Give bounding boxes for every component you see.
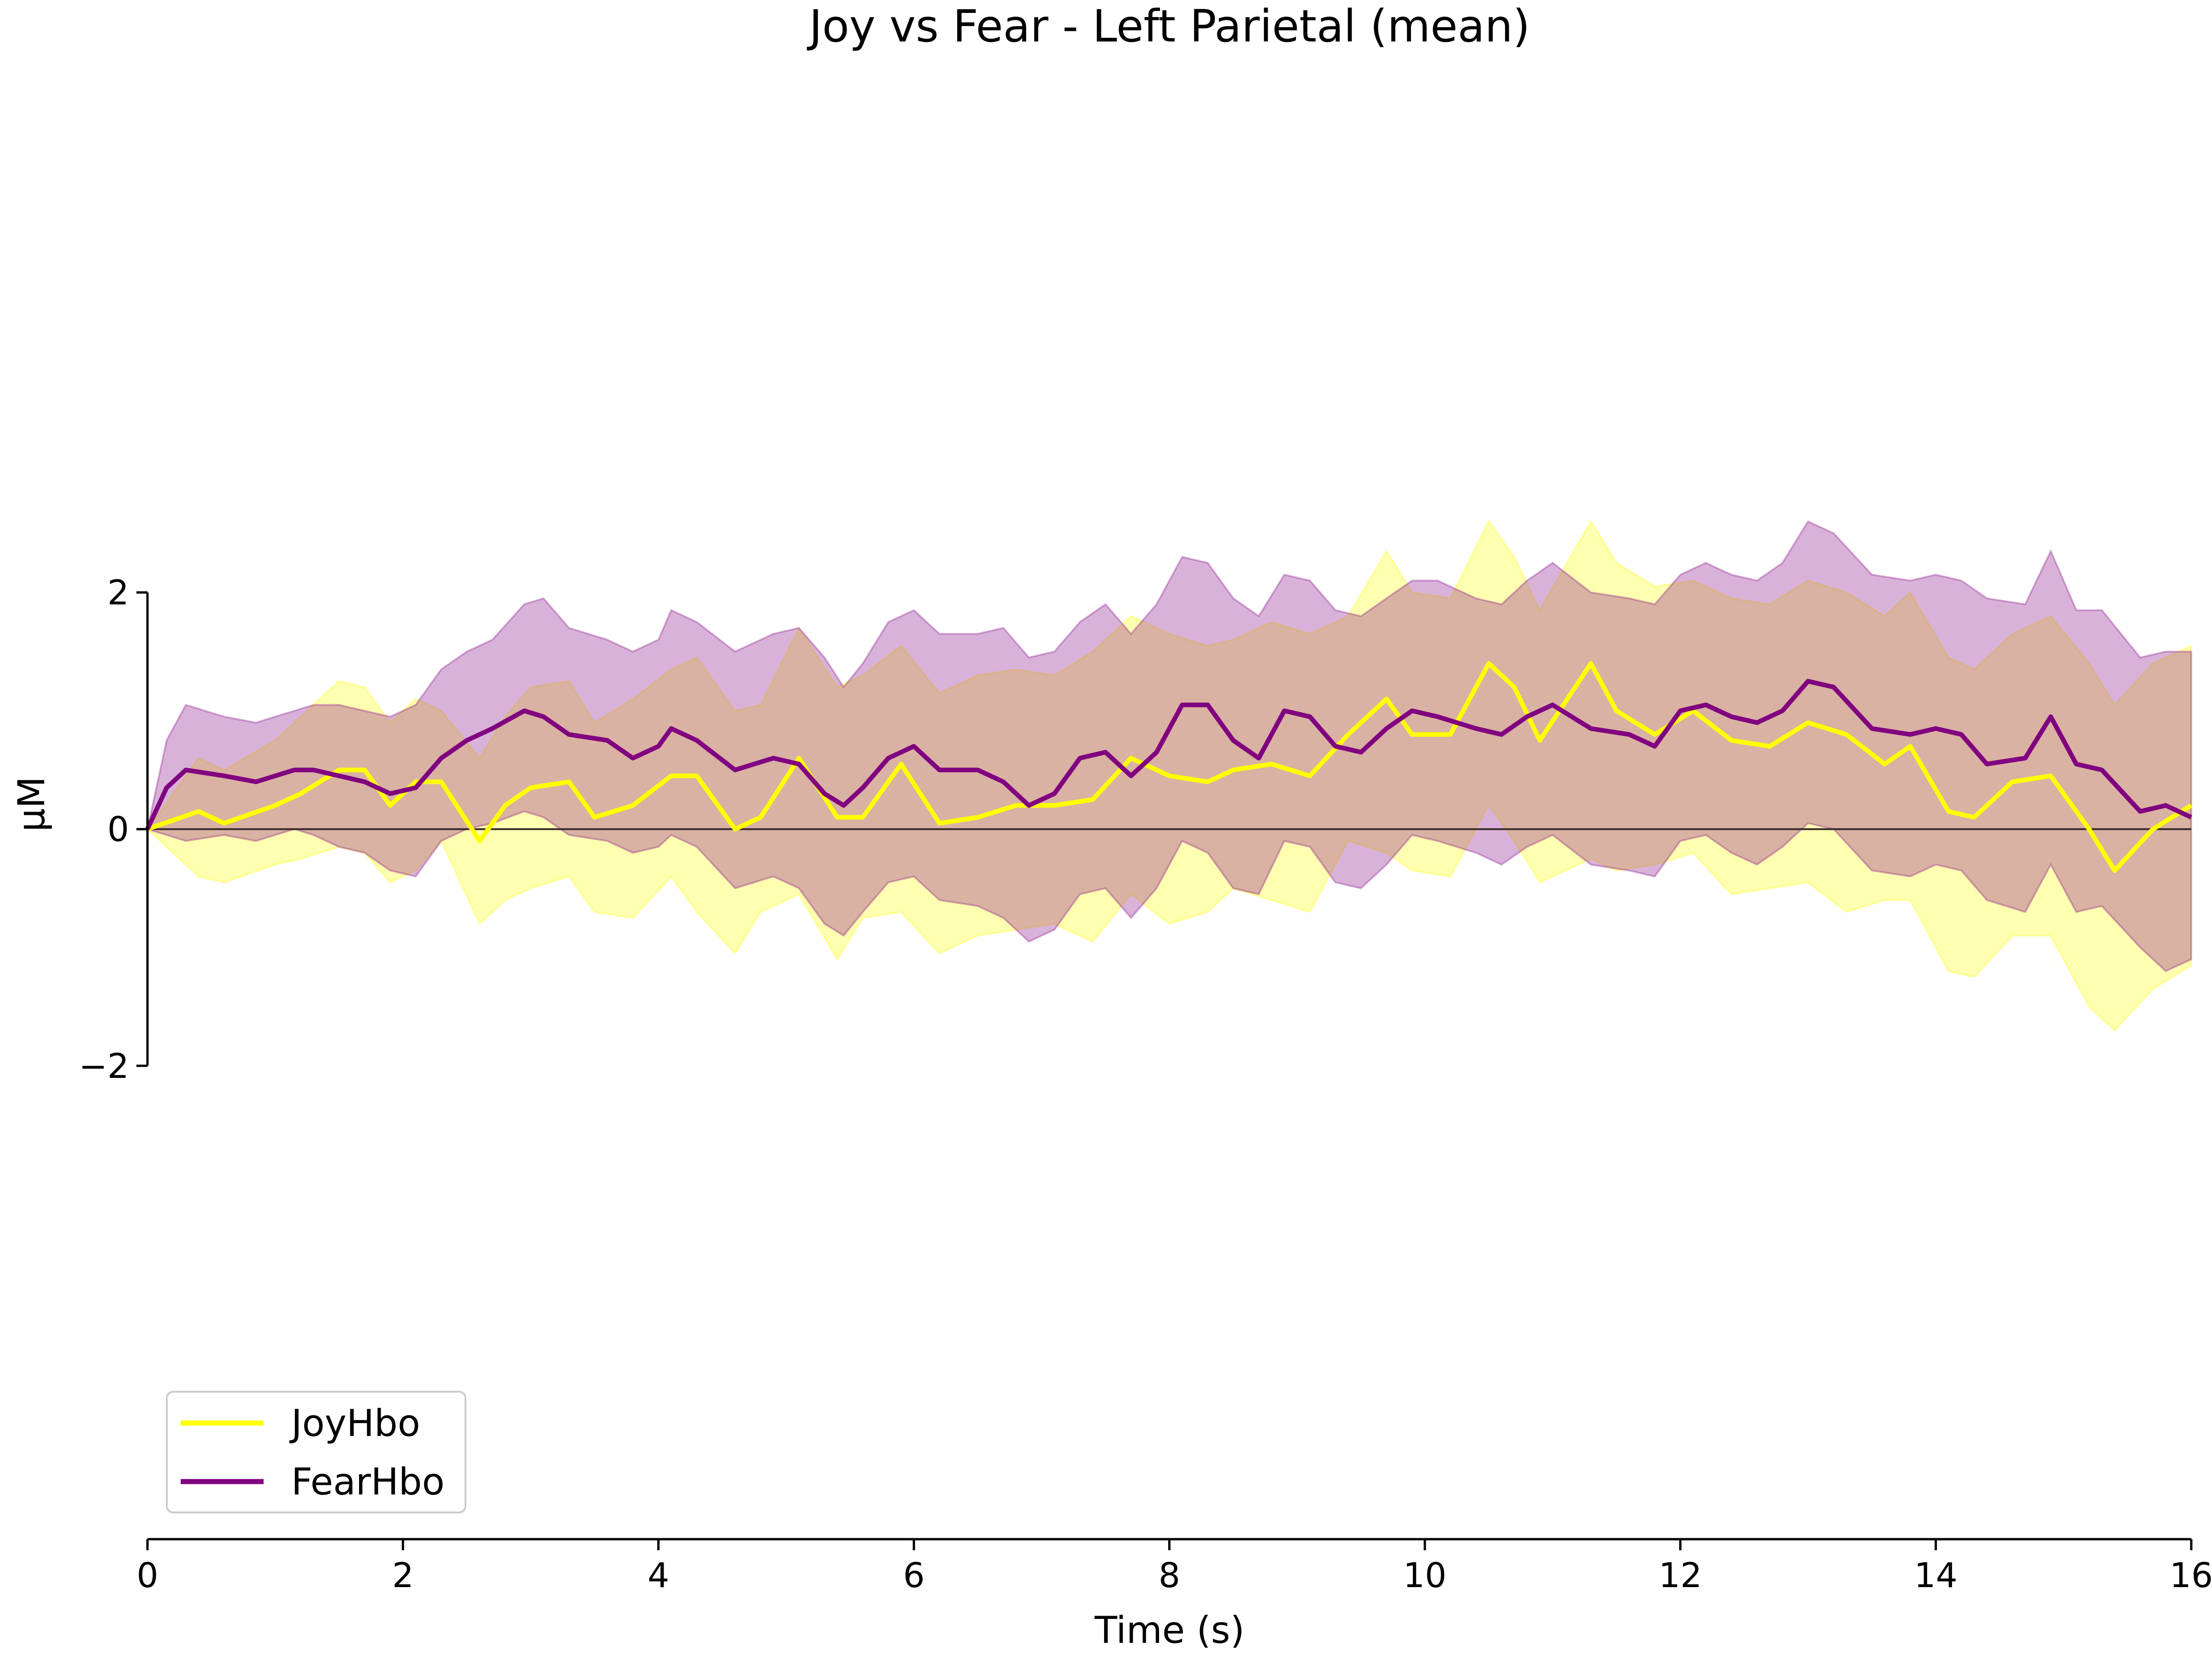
legend: JoyHbo FearHbo	[166, 1391, 466, 1513]
axes: −2 0 2 0 2 4 6 8 10 12 14 16	[79, 573, 2212, 1595]
y-axis-label: µM	[10, 777, 53, 832]
plot-area	[145, 519, 2193, 1032]
x-tick-label: 2	[392, 1556, 414, 1595]
x-tick-label: 8	[1159, 1556, 1180, 1595]
x-tick-label: 12	[1659, 1556, 1702, 1595]
x-tick-label: 10	[1403, 1556, 1447, 1595]
x-axis-label: Time (s)	[1094, 1609, 1244, 1652]
line-joyhbo	[147, 661, 2193, 873]
legend-label-joyhbo: JoyHbo	[289, 1402, 420, 1445]
line-fearhbo	[145, 679, 2193, 830]
x-tick-label: 16	[2170, 1556, 2212, 1595]
y-tick-label: 2	[107, 573, 129, 613]
x-tick-label: 4	[647, 1556, 669, 1595]
x-tick-label: 14	[1914, 1556, 1958, 1595]
y-tick-label: −2	[79, 1047, 129, 1086]
legend-label-fearhbo: FearHbo	[291, 1460, 445, 1503]
chart-title: Joy vs Fear - Left Parietal (mean)	[807, 0, 1530, 52]
x-tick-label: 0	[136, 1556, 158, 1595]
y-tick-label: 0	[107, 810, 129, 849]
x-tick-label: 6	[903, 1556, 925, 1595]
